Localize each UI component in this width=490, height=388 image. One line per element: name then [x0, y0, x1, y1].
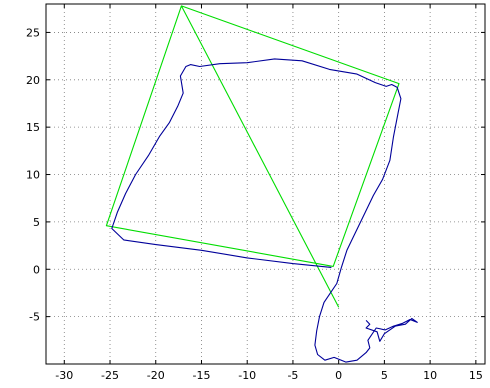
x-tick-label: 0: [335, 369, 342, 382]
grid: [46, 4, 485, 364]
x-tick-label: 15: [469, 369, 483, 382]
y-tick-label: -5: [29, 311, 40, 324]
series-line-green: [105, 5, 400, 308]
x-tick-label: -30: [55, 369, 73, 382]
x-tick-label: -20: [147, 369, 165, 382]
plot-frame: [45, 3, 486, 365]
tick-marks: [46, 4, 485, 364]
series-layer: [105, 5, 418, 363]
y-tick-label: 15: [26, 121, 40, 134]
y-tick-label: 10: [26, 169, 40, 182]
x-tick-label: -10: [238, 369, 256, 382]
x-tick-labels: -30 -25 -20 -15 -10 -5 0 5 10 15: [55, 369, 483, 382]
x-tick-label: -25: [101, 369, 119, 382]
x-tick-label: -15: [192, 369, 210, 382]
y-tick-label: 0: [33, 263, 40, 276]
x-tick-label: -5: [287, 369, 298, 382]
y-tick-label: 20: [26, 74, 40, 87]
x-tick-label: 5: [381, 369, 388, 382]
series-line-blue: [111, 58, 418, 363]
x-tick-label: 10: [423, 369, 437, 382]
y-tick-label: 25: [26, 26, 40, 39]
y-tick-label: 5: [33, 216, 40, 229]
y-tick-labels: -5 0 5 10 15 20 25: [26, 26, 40, 323]
